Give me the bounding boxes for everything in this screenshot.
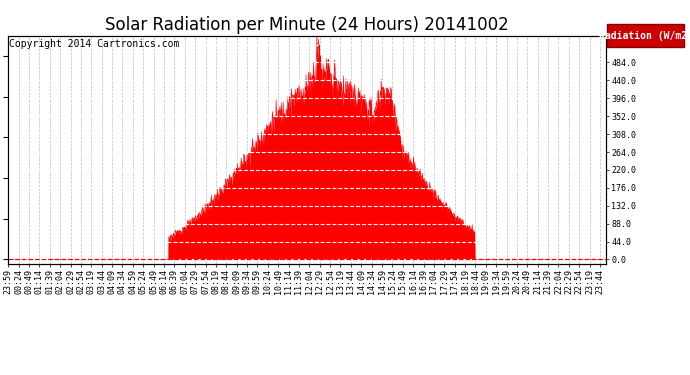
Text: Radiation (W/m2): Radiation (W/m2) — [599, 31, 690, 40]
Text: Copyright 2014 Cartronics.com: Copyright 2014 Cartronics.com — [9, 39, 179, 50]
Title: Solar Radiation per Minute (24 Hours) 20141002: Solar Radiation per Minute (24 Hours) 20… — [105, 16, 509, 34]
